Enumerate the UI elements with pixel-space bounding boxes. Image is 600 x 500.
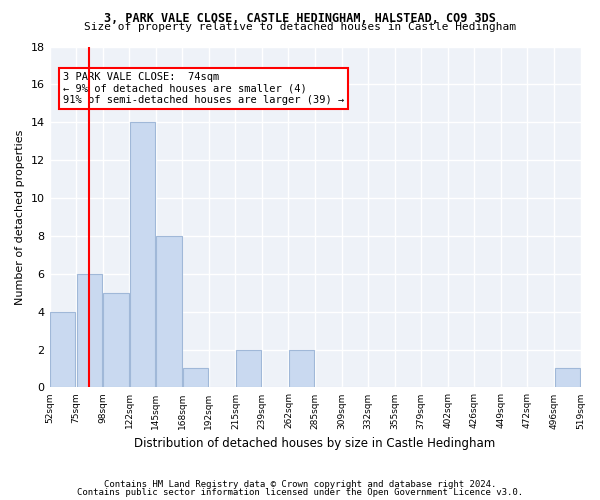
Bar	[183, 368, 208, 388]
Text: Contains HM Land Registry data © Crown copyright and database right 2024.: Contains HM Land Registry data © Crown c…	[104, 480, 496, 489]
Bar	[50, 312, 76, 388]
Bar	[554, 368, 580, 388]
Text: 3 PARK VALE CLOSE:  74sqm
← 9% of detached houses are smaller (4)
91% of semi-de: 3 PARK VALE CLOSE: 74sqm ← 9% of detache…	[63, 72, 344, 106]
Bar	[77, 274, 102, 388]
Bar	[103, 292, 128, 388]
Text: Contains public sector information licensed under the Open Government Licence v3: Contains public sector information licen…	[77, 488, 523, 497]
Text: 3, PARK VALE CLOSE, CASTLE HEDINGHAM, HALSTEAD, CO9 3DS: 3, PARK VALE CLOSE, CASTLE HEDINGHAM, HA…	[104, 12, 496, 26]
Bar	[130, 122, 155, 388]
Bar	[157, 236, 182, 388]
Text: Size of property relative to detached houses in Castle Hedingham: Size of property relative to detached ho…	[84, 22, 516, 32]
X-axis label: Distribution of detached houses by size in Castle Hedingham: Distribution of detached houses by size …	[134, 437, 496, 450]
Bar	[236, 350, 261, 388]
Y-axis label: Number of detached properties: Number of detached properties	[15, 130, 25, 304]
Bar	[289, 350, 314, 388]
